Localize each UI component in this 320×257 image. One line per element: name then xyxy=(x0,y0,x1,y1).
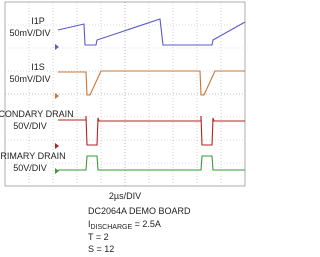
channel-name: I1P xyxy=(31,16,45,26)
marker xyxy=(55,44,59,50)
channel-scale: 50V/DIV xyxy=(13,163,47,173)
value: = 2.5A xyxy=(132,219,161,229)
t-setting: T = 2 xyxy=(88,232,109,242)
subscript: DISCHARGE xyxy=(91,224,133,231)
scope-screenshot: I1P 50mV/DIV I1S 50mV/DIV SECONDARY DRAI… xyxy=(0,1,246,254)
channel-scale: 50mV/DIV xyxy=(9,74,50,84)
symbol: I xyxy=(88,219,91,229)
timebase: 2µs/DIV xyxy=(109,191,141,201)
marker xyxy=(55,168,59,174)
board-name: DC2064A DEMO BOARD xyxy=(88,206,191,216)
discharge-current: IDISCHARGE = 2.5A xyxy=(88,219,161,231)
s-setting: S = 12 xyxy=(88,244,114,254)
trace-i1p xyxy=(57,18,246,46)
marker xyxy=(55,143,59,149)
trace-i1s xyxy=(58,70,245,96)
trace-primary-drain xyxy=(58,155,245,171)
trace-secondary-drain xyxy=(58,115,245,146)
marker xyxy=(55,93,59,99)
channel-scale: 50mV/DIV xyxy=(9,28,50,38)
channel-name: 50V/DIV xyxy=(13,121,47,131)
channel-name: SECONDARY DRAIN xyxy=(0,109,74,119)
graticule xyxy=(5,2,245,186)
channel-name: I1S xyxy=(31,62,45,72)
channel-name: PRIMARY DRAIN xyxy=(0,151,66,161)
